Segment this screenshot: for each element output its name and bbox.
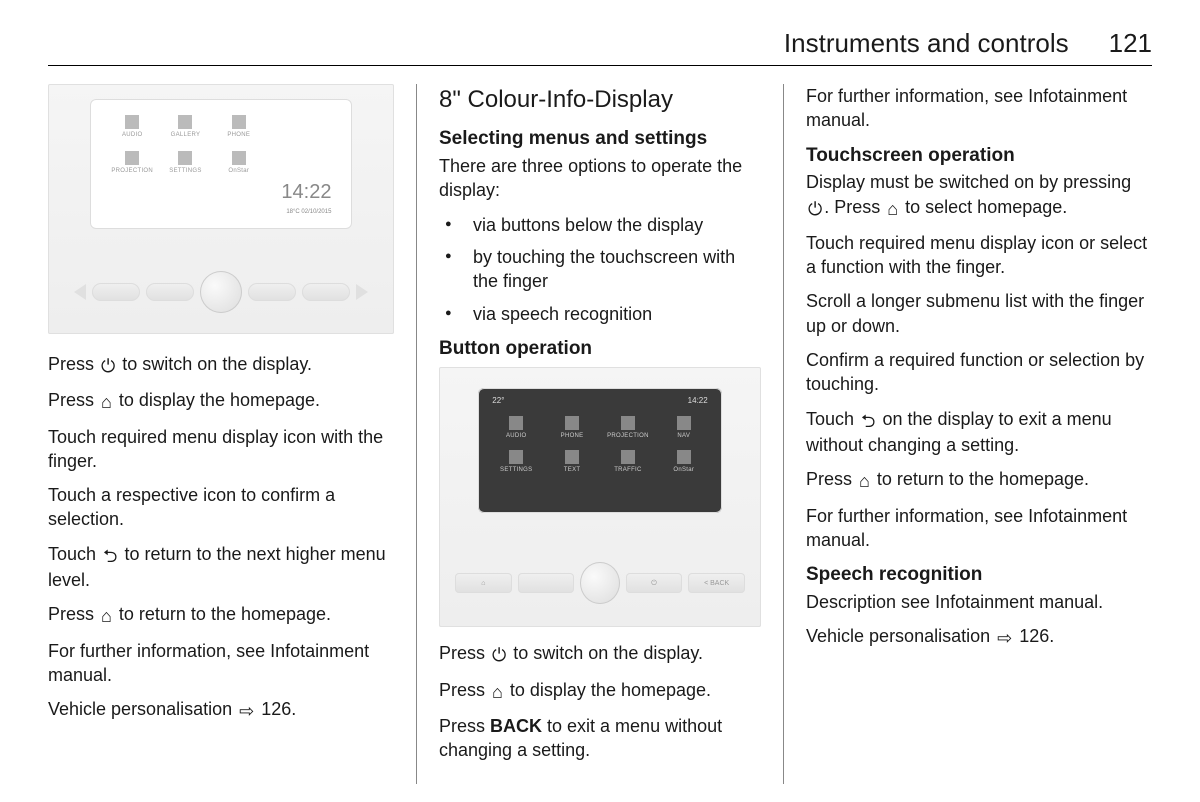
illus-screen-icons: AUDIO PHONE PROJECTION NAV SETTINGS TEXT… [492, 416, 707, 480]
illus-control-strip: ⌂ ⏻ < BACK [455, 555, 745, 612]
power-icon: ⏻ [808, 197, 822, 221]
content-columns: AUDIO GALLERY PHONE PROJECTION SETTINGS … [48, 84, 1152, 784]
col3-para-home: Press ⌂ to return to the homepage. [806, 467, 1152, 493]
infotainment-illustration-7in: AUDIO GALLERY PHONE PROJECTION SETTINGS … [48, 84, 394, 334]
heading-selecting-menus: Selecting menus and settings [439, 126, 761, 152]
col1-para-confirm: Touch a respective icon to confirm a sel… [48, 483, 394, 532]
col1-para-home: Press ⌂ to display the homepage. [48, 388, 394, 414]
col2-options-list: via buttons below the display by touchin… [439, 213, 761, 326]
home-icon: ⌂ [492, 680, 503, 704]
home-icon: ⌂ [101, 604, 112, 628]
col1-para-ref-manual: For further information, see Infotainmen… [48, 639, 394, 688]
col1-para-back: Touch ⮌ to return to the next higher men… [48, 542, 394, 593]
column-2: 8" Colour-Info-Display Selecting menus a… [416, 84, 784, 784]
reference-arrow-icon: ⇨ [997, 626, 1012, 650]
column-1: AUDIO GALLERY PHONE PROJECTION SETTINGS … [48, 84, 416, 784]
col3-para-ref1: For further information, see Infotainmen… [806, 84, 1152, 133]
col3-para-switchon: Display must be switched on by pressing … [806, 170, 1152, 221]
page-header: Instruments and controls 121 [48, 28, 1152, 66]
illus-screen: AUDIO GALLERY PHONE PROJECTION SETTINGS … [90, 99, 353, 229]
heading-8in-display: 8" Colour-Info-Display [439, 84, 761, 116]
back-icon: ⮌ [103, 544, 117, 568]
home-icon: ⌂ [101, 390, 112, 414]
infotainment-illustration-8in: 22° 14:22 AUDIO PHONE PROJECTION NAV SET… [439, 367, 761, 627]
col3-para-personalisation: Vehicle personalisation ⇨ 126. [806, 624, 1152, 650]
col3-para-back: Touch ⮌ on the display to exit a menu wi… [806, 407, 1152, 458]
back-icon: ⮌ [861, 409, 875, 433]
power-icon: ⏻ [492, 643, 506, 667]
list-item: via buttons below the display [439, 213, 761, 237]
section-title: Instruments and controls [784, 28, 1069, 59]
col2-para-back: Press BACK to exit a menu without changi… [439, 714, 761, 763]
power-icon: ⏻ [101, 354, 115, 378]
list-item: by touching the touchscreen with the fin… [439, 245, 761, 294]
col1-para-personalisation: Vehicle personalisation ⇨ 126. [48, 697, 394, 723]
col2-para-home: Press ⌂ to display the homepage. [439, 678, 761, 704]
col2-intro: There are three options to operate the d… [439, 154, 761, 203]
col1-para-power: Press ⏻ to switch on the display. [48, 352, 394, 378]
heading-button-operation: Button operation [439, 336, 761, 362]
heading-speech-recognition: Speech recognition [806, 562, 1152, 588]
col1-para-touch-icon: Touch required menu display icon with th… [48, 425, 394, 474]
col3-para-ref2: For further information, see Infotainmen… [806, 504, 1152, 553]
illus-screen-clock: 14:22 18°C 02/10/2015 [281, 179, 331, 216]
col3-para-scroll: Scroll a longer submenu list with the fi… [806, 289, 1152, 338]
page-number: 121 [1109, 28, 1152, 59]
column-3: For further information, see Infotainmen… [784, 84, 1152, 784]
col3-para-touch-icon: Touch required menu display icon or sele… [806, 231, 1152, 280]
col2-para-power: Press ⏻ to switch on the display. [439, 641, 761, 667]
home-icon: ⌂ [859, 469, 870, 493]
list-item: via speech recognition [439, 302, 761, 326]
col1-para-home2: Press ⌂ to return to the homepage. [48, 602, 394, 628]
col3-para-confirm: Confirm a required function or selection… [806, 348, 1152, 397]
col3-para-speech: Description see Infotainment manual. [806, 590, 1152, 614]
illus-screen-dark: 22° 14:22 AUDIO PHONE PROJECTION NAV SET… [478, 388, 723, 513]
home-icon: ⌂ [887, 197, 898, 221]
heading-touchscreen-op: Touchscreen operation [806, 143, 1152, 169]
illus-control-strip [65, 264, 376, 319]
illus-screen-icons: AUDIO GALLERY PHONE PROJECTION SETTINGS … [111, 115, 261, 181]
reference-arrow-icon: ⇨ [239, 699, 254, 723]
